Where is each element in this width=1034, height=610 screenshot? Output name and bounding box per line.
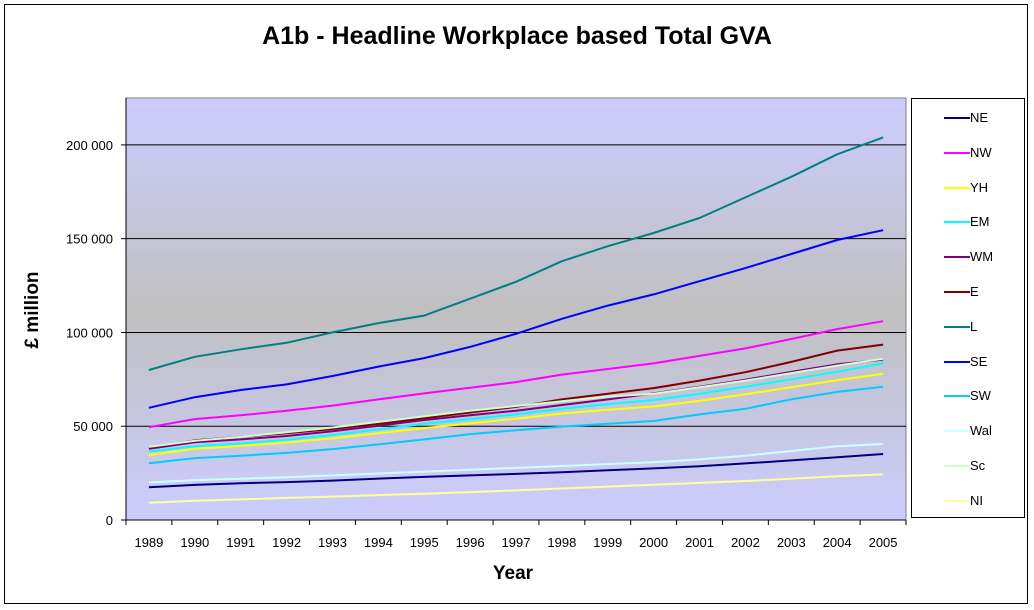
x-tick-label: 1994 (364, 535, 393, 550)
x-tick-label: 1995 (410, 535, 439, 550)
legend-swatch (944, 221, 970, 224)
legend-swatch (944, 360, 970, 363)
y-tick-label: 0 (106, 513, 113, 528)
legend-swatch (944, 325, 970, 328)
x-tick-label: 2000 (639, 535, 668, 550)
legend-label: Sc (970, 458, 986, 473)
x-tick-label: 1999 (593, 535, 622, 550)
legend-item-wm: WM (912, 246, 1024, 266)
legend-swatch (944, 499, 970, 502)
y-tick-label: 50 000 (73, 419, 113, 434)
chart-title: A1b - Headline Workplace based Total GVA (262, 22, 772, 50)
legend-swatch (944, 430, 970, 433)
legend-label: SE (970, 353, 988, 369)
series-line-ne (148, 453, 884, 489)
legend-item-l: L (912, 316, 1024, 336)
legend-item-ni: NI (912, 490, 1024, 510)
legend-swatch (944, 186, 970, 189)
x-tick-label: 1991 (226, 535, 255, 550)
x-tick-label: 2004 (823, 535, 852, 550)
legend-label: WM (970, 249, 994, 265)
x-tick-label: 2002 (731, 535, 760, 550)
legend-item-nw: NW (912, 142, 1024, 162)
legend-item-yh: YH (912, 177, 1024, 197)
legend-item-ne: NE (912, 107, 1024, 127)
legend-swatch (944, 465, 970, 467)
legend-item-wal: Wal (912, 420, 1024, 440)
legend: NE NW YH EM WM E L SE SW Wal Sc NI (911, 98, 1025, 518)
series-line-l (148, 136, 884, 371)
x-tick-label: 1997 (502, 535, 531, 550)
legend-label: NW (970, 144, 992, 160)
x-tick-label: 1989 (134, 535, 163, 550)
legend-label: NE (970, 110, 989, 125)
series-line-sc (148, 357, 884, 448)
legend-label: E (970, 284, 979, 299)
series-line-em (148, 362, 884, 453)
legend-item-em: EM (912, 211, 1024, 231)
series-line-ni (148, 473, 884, 504)
x-tick-label: 1990 (180, 535, 209, 550)
x-tick-label: 1998 (547, 535, 576, 550)
series-line-nw (148, 320, 884, 429)
y-tick-label: 200 000 (66, 138, 113, 153)
y-tick-label: 150 000 (66, 232, 113, 247)
legend-swatch (944, 256, 970, 259)
y-tick-label: 100 000 (66, 325, 113, 340)
x-tick-label: 2003 (777, 535, 806, 550)
legend-swatch (944, 291, 970, 293)
series-line-se (148, 229, 884, 409)
x-tick-label: 2001 (685, 535, 714, 550)
legend-swatch (944, 117, 970, 119)
x-tick-label: 1996 (456, 535, 485, 550)
legend-label: YH (970, 179, 989, 195)
x-tick-label: 1992 (272, 535, 301, 550)
legend-swatch (944, 151, 970, 154)
x-axis-label: Year (492, 563, 534, 584)
legend-swatch (944, 395, 970, 398)
series-line-sw (148, 385, 884, 465)
plot-background (125, 97, 907, 521)
series-line-yh (148, 372, 884, 457)
x-tick-label: 2005 (869, 535, 898, 550)
legend-label: EM (970, 214, 990, 230)
legend-item-e: E (912, 281, 1024, 301)
legend-label: SW (970, 388, 991, 404)
legend-item-sc: Sc (912, 455, 1024, 475)
legend-item-sw: SW (912, 385, 1024, 405)
legend-label: NI (970, 492, 983, 508)
series-line-wm (148, 358, 884, 450)
legend-item-se: SE (912, 351, 1024, 371)
series-line-wal (148, 443, 884, 484)
legend-label: Wal (970, 423, 992, 439)
legend-label: L (970, 318, 978, 334)
x-tick-label: 1993 (318, 535, 347, 550)
